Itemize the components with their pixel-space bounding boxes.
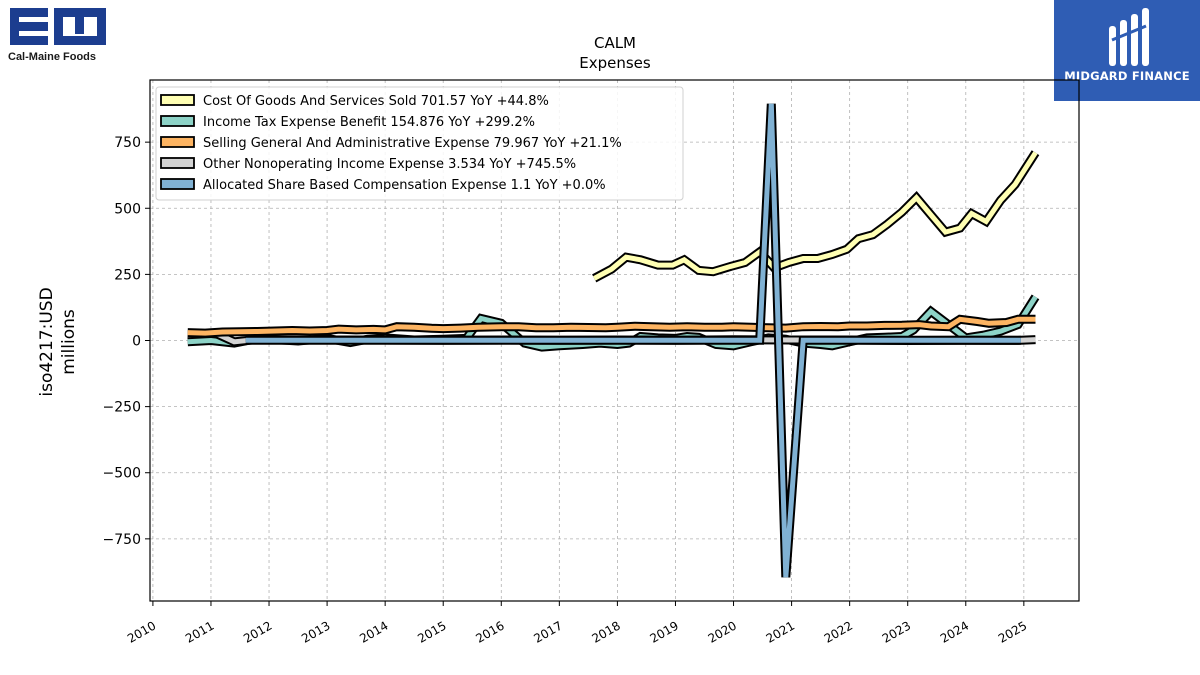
brand-name: MIDGARD FINANCE (1064, 69, 1190, 83)
x-tick-label: 2021 (764, 618, 797, 645)
x-tick-label: 2017 (531, 618, 564, 645)
x-tick-label: 2018 (589, 618, 622, 645)
brand-logo-icon (1109, 8, 1149, 66)
y-axis-label-group: iso4217:USD millions (37, 287, 79, 396)
legend-label: Allocated Share Based Compensation Expen… (203, 178, 606, 193)
y-tick-label: 0 (132, 334, 141, 350)
series-line (245, 103, 1021, 578)
x-tick-label: 2023 (880, 618, 913, 645)
company-name: Cal-Maine Foods (8, 51, 97, 63)
series-allocated-share-based-compensation-expense (245, 103, 1021, 578)
x-tick-label: 2022 (822, 618, 855, 645)
x-tick-label: 2016 (473, 618, 506, 645)
y-tick-label: 250 (114, 267, 141, 283)
x-tick-label: 2013 (299, 618, 332, 645)
x-tick-label: 2015 (415, 618, 448, 645)
y-tick-label: 750 (114, 135, 141, 151)
series-line (593, 151, 1038, 281)
legend-label: Income Tax Expense Benefit 154.876 YoY +… (203, 115, 535, 130)
series-layer (187, 103, 1040, 578)
series-selling-general-and-administrative-expense (187, 314, 1036, 338)
x-tick-label: 2011 (183, 618, 216, 645)
axes: −750 −500 −250 0 250 500 750 2010 2011 2012 2013 20… (103, 135, 1030, 646)
series-cost-of-goods-and-services-sold (592, 150, 1040, 283)
x-tick-label: 2024 (938, 618, 971, 645)
y-tick-label: 500 (114, 201, 141, 217)
chart-title: CALM (594, 34, 636, 52)
legend-swatch (160, 94, 195, 106)
legend-swatch (160, 178, 195, 190)
legend-swatch (160, 115, 195, 127)
y-tick-label: −250 (103, 400, 141, 416)
y-tick-label: −500 (103, 466, 141, 482)
brand-badge: MIDGARD FINANCE (1054, 0, 1200, 101)
legend-label: Other Nonoperating Income Expense 3.534 … (203, 157, 576, 172)
x-tick-label: 2010 (125, 618, 158, 645)
legend-swatch (160, 157, 195, 169)
y-axis-label-unit: millions (59, 309, 79, 375)
x-tick-label: 2020 (706, 618, 739, 645)
y-tick-label: −750 (103, 532, 141, 548)
y-axis-label: iso4217:USD (37, 287, 57, 396)
company-logo-mark (10, 8, 106, 45)
x-tick-label: 2012 (241, 618, 274, 645)
legend-label: Cost Of Goods And Services Sold 701.57 Y… (203, 94, 549, 109)
x-tick-label: 2014 (357, 618, 390, 645)
legend-box (155, 86, 684, 201)
legend: Cost Of Goods And Services Sold 701.57 Y… (155, 86, 684, 201)
series-line (187, 316, 1036, 336)
chart-subtitle: Expenses (579, 54, 651, 72)
legend-label: Selling General And Administrative Expen… (203, 136, 622, 151)
x-tick-label: 2019 (648, 618, 681, 645)
legend-swatch (160, 136, 195, 148)
company-logo (8, 6, 118, 66)
x-tick-label: 2025 (996, 618, 1029, 645)
